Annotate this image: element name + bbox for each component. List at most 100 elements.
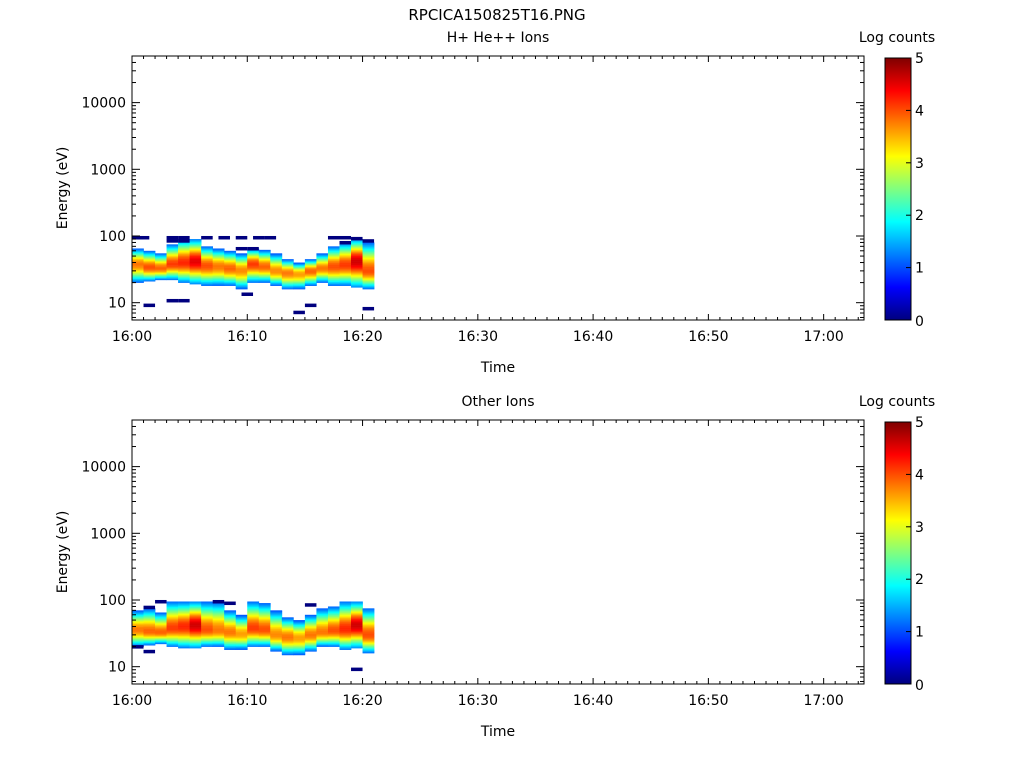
spectrogram-cell [224,637,237,639]
spectrogram-cell [189,620,202,622]
spectrogram-cell [281,629,294,631]
spectrogram-cell [339,270,352,272]
spectrogram-cell [235,286,248,288]
spectrogram-cell [247,639,260,641]
spectrogram-cell [235,645,248,646]
spectrogram-cell [339,268,352,270]
spectrogram-cell [155,615,167,616]
spectrogram-cell [293,284,306,285]
sparse-count-mark [212,599,225,604]
spectrogram-cell [178,606,190,608]
spectrogram-cell [235,639,248,641]
spectrogram-cell [166,252,179,253]
spectrogram-cell [247,632,260,634]
spectrogram-cell [178,605,190,607]
spectrogram-cell [339,645,352,647]
panel-title: H+ He++ Ions [447,30,550,46]
spectrogram-cell [224,267,237,268]
spectrogram-cell [351,252,363,254]
spectrogram-cell [235,638,248,640]
spectrogram-cell [339,272,352,274]
spectrogram-cell [362,648,375,650]
spectrogram-cell [132,612,144,614]
spectrogram-cell [224,639,237,641]
spectrogram-cell [212,615,225,617]
spectrogram-cell [247,615,260,617]
spectrogram-cell [235,632,248,634]
spectrogram-cell [224,261,237,263]
spectrogram-cell [281,637,294,639]
spectrogram-cell [304,643,317,645]
spectrogram-cell [178,641,190,643]
spectrogram-cell [362,264,375,267]
spectrogram-cell [304,264,317,266]
spectrogram-cell [143,268,156,270]
spectrogram-cell [258,637,271,639]
spectrogram-cell [212,633,225,635]
spectrogram-cell [258,269,271,271]
spectrogram-cell [351,277,363,279]
spectrogram-cell [327,636,340,638]
spectrogram-cell [178,252,190,254]
spectrogram-cell [293,271,306,273]
spectrogram-cell [293,633,306,635]
spectrogram-cell [281,634,294,636]
spectrogram-cell [293,263,306,265]
spectrogram-cell [178,274,190,276]
spectrogram-cell [212,281,225,283]
spectrogram-cell [224,635,237,637]
spectrogram-cell [304,622,317,624]
spectrogram-cell [166,250,179,252]
spectrogram-cell [258,642,271,645]
spectrogram-cell [327,246,340,248]
spectrogram-cell [270,264,283,265]
spectrogram-cell [247,272,260,274]
spectrogram-cell [155,278,167,280]
spectrogram-cell [166,266,179,268]
spectrogram-cell [270,270,283,271]
spectrogram-cell [132,633,144,635]
spectrogram-cell [155,636,167,637]
spectrogram-cell [293,278,306,280]
spectrogram-cell [201,249,213,251]
spectrogram-cell [351,259,363,262]
spectrogram-cell [247,628,260,630]
spectrogram-cell [201,621,213,623]
spectrogram-cell [327,617,340,619]
spectrogram-cell [178,636,190,638]
spectrogram-cell [201,247,213,249]
spectrogram-cell [155,267,167,268]
spectrogram-cell [258,619,271,621]
spectrogram-cell [339,618,352,620]
spectrogram-cell [235,278,248,280]
spectrogram-cell [270,273,283,275]
spectrogram-cell [155,618,167,620]
spectrogram-cell [178,251,190,253]
spectrogram-cell [293,274,306,276]
spectrogram-cell [178,253,190,255]
spectrogram-cell [351,618,363,620]
spectrogram-cell [224,616,237,618]
spectrogram-cell [258,259,271,260]
spectrogram-cell [201,631,213,633]
spectrogram-cell [281,624,294,626]
spectrogram-cell [178,259,190,261]
spectrogram-cell [304,265,317,267]
spectrogram-cell [304,648,317,650]
spectrogram-cell [143,631,156,633]
spectrogram-cell [351,272,363,274]
spectrogram-cell [132,617,144,619]
spectrogram-cell [339,644,352,646]
spectrogram-cell [132,276,144,278]
spectrogram-cell [270,274,283,276]
spectrogram-cell [132,251,144,253]
spectrogram-cell [224,255,237,257]
spectrogram-cell [178,273,190,275]
spectrogram-cell [293,266,306,268]
spectrogram-cell [304,269,317,271]
spectrogram-cell [351,608,363,610]
spectrogram-cell [351,243,363,245]
spectrogram-cell [247,602,260,604]
spectrogram-cell [132,256,144,258]
spectrogram-cell [201,645,213,647]
